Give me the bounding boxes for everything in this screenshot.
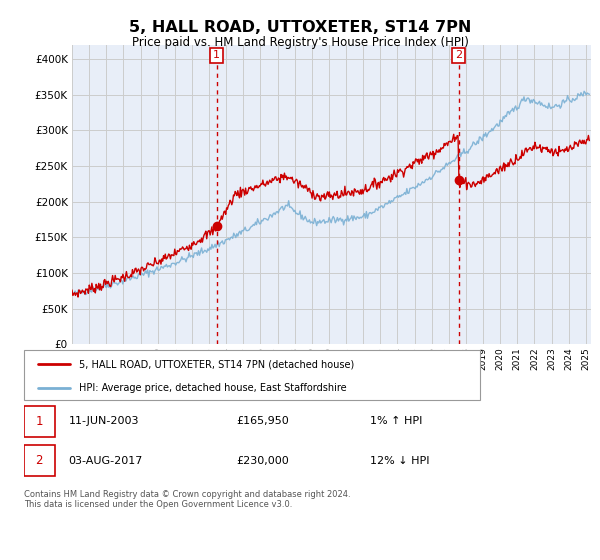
Text: 1% ↑ HPI: 1% ↑ HPI (370, 417, 422, 426)
FancyBboxPatch shape (24, 406, 55, 437)
Text: 11-JUN-2003: 11-JUN-2003 (68, 417, 139, 426)
Text: £165,950: £165,950 (236, 417, 289, 426)
Text: 03-AUG-2017: 03-AUG-2017 (68, 456, 143, 465)
Text: 5, HALL ROAD, UTTOXETER, ST14 7PN (detached house): 5, HALL ROAD, UTTOXETER, ST14 7PN (detac… (79, 359, 354, 369)
Text: £230,000: £230,000 (236, 456, 289, 465)
Text: 2: 2 (35, 454, 43, 467)
Text: Contains HM Land Registry data © Crown copyright and database right 2024.
This d: Contains HM Land Registry data © Crown c… (24, 490, 350, 510)
Text: 5, HALL ROAD, UTTOXETER, ST14 7PN: 5, HALL ROAD, UTTOXETER, ST14 7PN (129, 20, 471, 35)
FancyBboxPatch shape (24, 445, 55, 476)
Text: 1: 1 (213, 50, 220, 60)
Text: 12% ↓ HPI: 12% ↓ HPI (370, 456, 430, 465)
Text: 2: 2 (455, 50, 463, 60)
Text: Price paid vs. HM Land Registry's House Price Index (HPI): Price paid vs. HM Land Registry's House … (131, 36, 469, 49)
FancyBboxPatch shape (24, 350, 480, 400)
Text: HPI: Average price, detached house, East Staffordshire: HPI: Average price, detached house, East… (79, 383, 346, 393)
Text: 1: 1 (35, 415, 43, 428)
